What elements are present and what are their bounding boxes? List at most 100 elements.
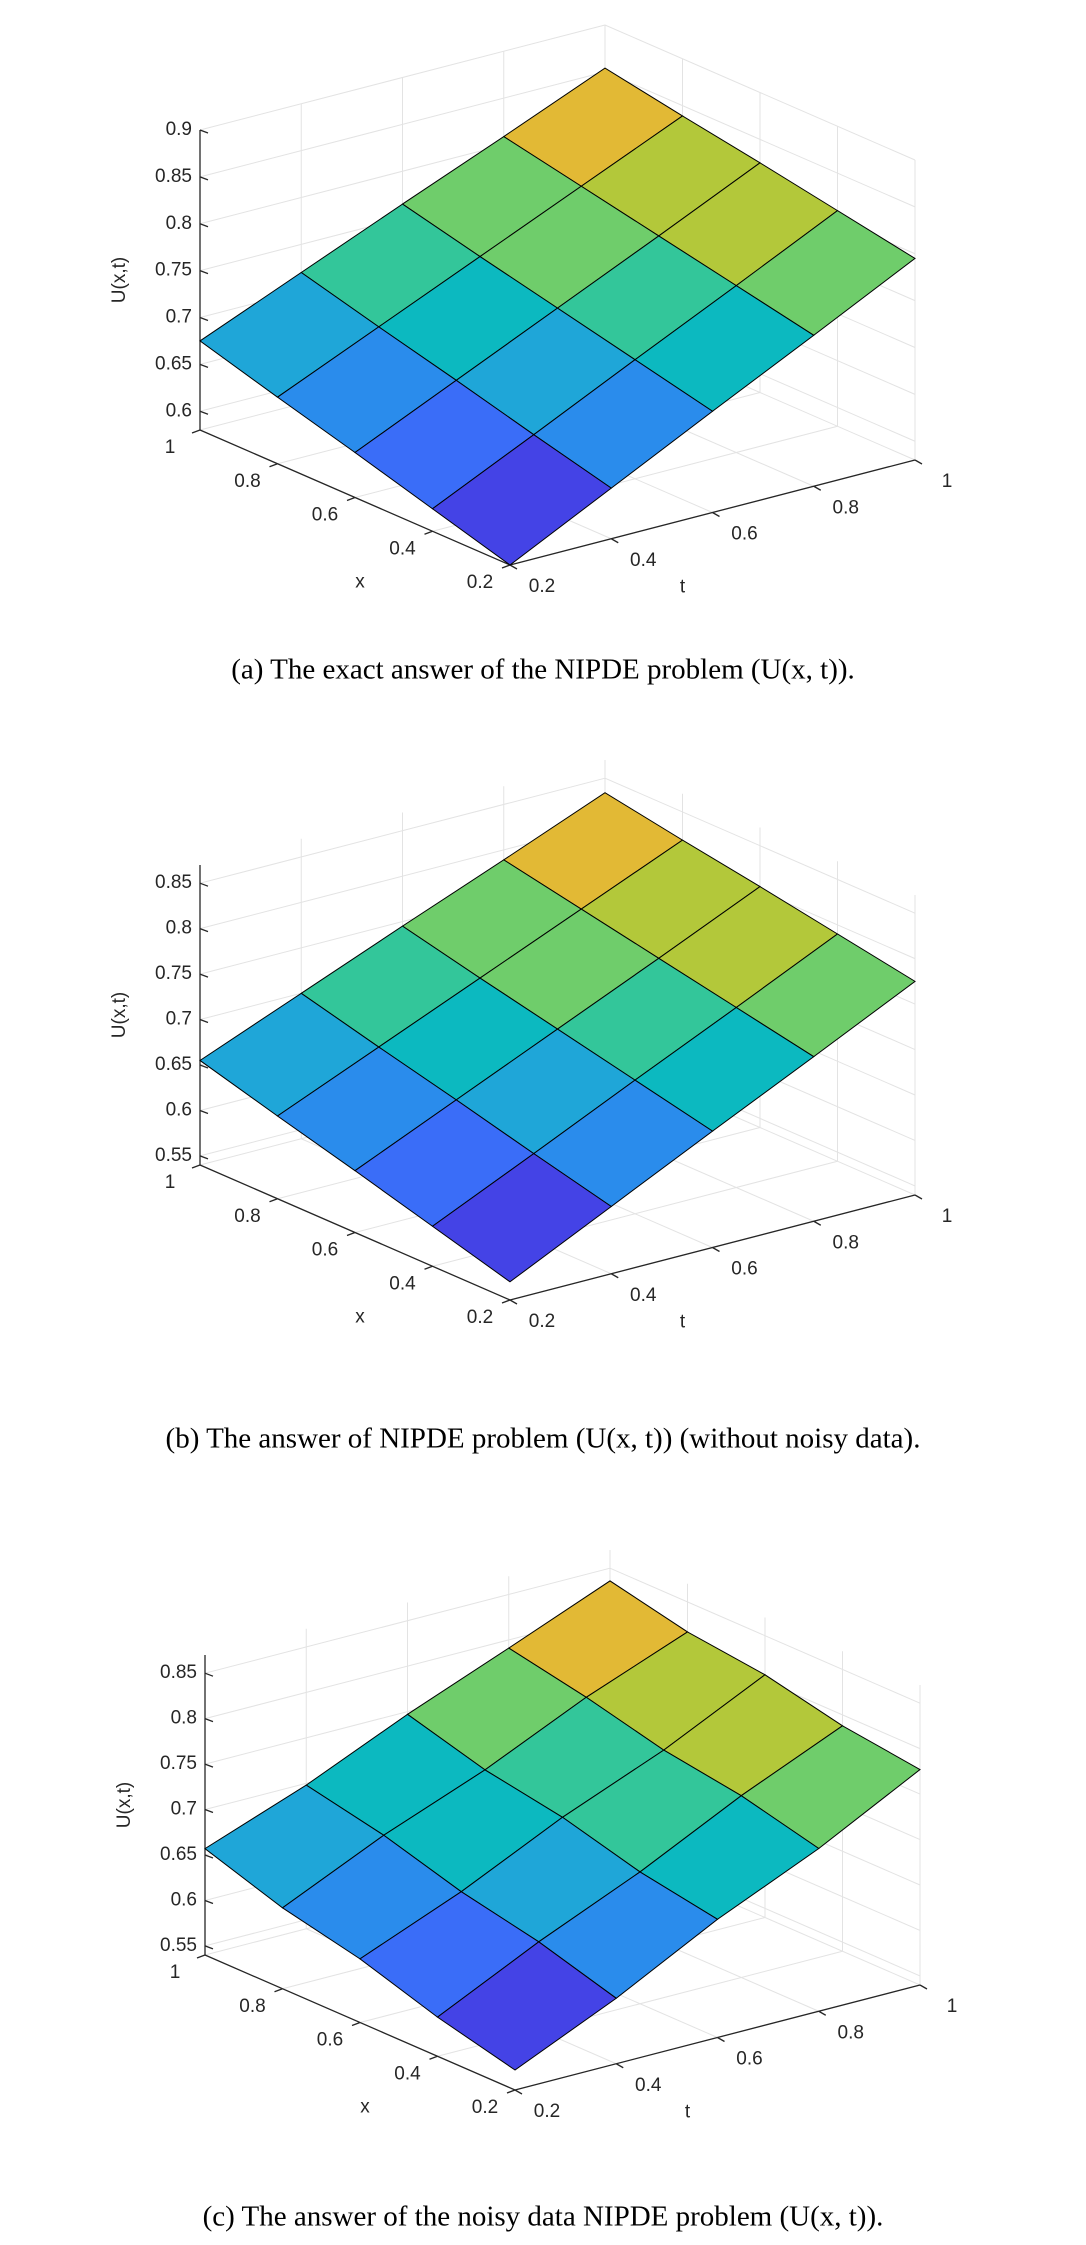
x-tick-label: 1 bbox=[170, 1962, 181, 1983]
y-tick-label: 0.6 bbox=[736, 2049, 762, 2070]
x-tick-label: 0.2 bbox=[467, 572, 493, 593]
grid-line bbox=[204, 1567, 611, 1674]
z-tick bbox=[204, 1945, 214, 1950]
z-tick bbox=[199, 129, 209, 134]
z-tick bbox=[204, 1718, 214, 1723]
z-tick bbox=[204, 1899, 214, 1905]
z-tick bbox=[204, 1763, 214, 1768]
x-tick-label: 0.2 bbox=[467, 1307, 493, 1328]
x-tick bbox=[424, 1265, 433, 1270]
z-tick bbox=[199, 316, 209, 322]
x-tick bbox=[269, 463, 278, 468]
grid-line bbox=[199, 71, 606, 178]
z-tick-label: 0.8 bbox=[171, 1708, 197, 1729]
x-tick bbox=[191, 1164, 201, 1169]
caption: (c) The answer of the noisy data NIPDE p… bbox=[203, 2201, 884, 2233]
y-tick-label: 0.4 bbox=[630, 550, 657, 571]
x-tick-label: 0.6 bbox=[312, 1240, 338, 1261]
x-tick bbox=[501, 564, 511, 569]
z-tick-label: 0.7 bbox=[171, 1799, 197, 1820]
z-tick-label: 0.8 bbox=[166, 918, 192, 939]
y-tick-label: 0.2 bbox=[529, 1311, 555, 1332]
x-tick bbox=[346, 1231, 356, 1237]
z-tick-label: 0.9 bbox=[166, 119, 192, 140]
z-tick bbox=[199, 363, 209, 368]
t-tick bbox=[717, 2036, 725, 2043]
y-tick-label: 0.8 bbox=[833, 497, 859, 518]
x-axis-label: x bbox=[355, 572, 365, 593]
z-tick-label: 0.75 bbox=[160, 1753, 197, 1774]
t-tick bbox=[514, 2089, 523, 2095]
z-tick bbox=[199, 1109, 209, 1115]
z-tick bbox=[204, 1854, 214, 1859]
x-tick-label: 0.2 bbox=[472, 2097, 498, 2118]
y-axis-label: t bbox=[685, 2102, 691, 2123]
t-tick bbox=[509, 564, 518, 570]
x-tick-label: 0.8 bbox=[234, 1206, 260, 1227]
z-tick-label: 0.55 bbox=[155, 1145, 192, 1166]
x-tick bbox=[274, 1988, 283, 1993]
x-tick-label: 0.6 bbox=[312, 505, 338, 526]
t-tick bbox=[610, 538, 619, 544]
y-tick-label: 0.6 bbox=[731, 1259, 757, 1280]
z-tick bbox=[199, 973, 209, 978]
t-tick bbox=[813, 1220, 822, 1226]
z-tick bbox=[199, 928, 209, 933]
x-tick-label: 0.8 bbox=[234, 471, 260, 492]
z-tick bbox=[204, 1672, 214, 1677]
grid-line bbox=[199, 777, 606, 884]
z-tick-label: 0.65 bbox=[155, 1054, 192, 1075]
x-tick bbox=[191, 429, 201, 434]
grid-line bbox=[199, 24, 606, 131]
y-tick-label: 0.4 bbox=[635, 2075, 662, 2096]
x-tick-label: 0.4 bbox=[394, 2063, 421, 2084]
y-tick-label: 1 bbox=[947, 1996, 958, 2017]
z-tick-label: 0.6 bbox=[166, 1099, 192, 1120]
x-tick-label: 0.4 bbox=[389, 538, 416, 559]
x-tick bbox=[501, 1299, 511, 1304]
z-tick-label: 0.85 bbox=[160, 1662, 197, 1683]
y-tick-label: 1 bbox=[942, 1206, 953, 1227]
y-tick-label: 0.4 bbox=[630, 1285, 657, 1306]
t-tick bbox=[712, 511, 720, 518]
x-axis-label: x bbox=[355, 1307, 365, 1328]
y-tick-label: 0.6 bbox=[731, 524, 757, 545]
y-tick-label: 1 bbox=[942, 471, 953, 492]
x-tick bbox=[424, 530, 433, 535]
y-tick-label: 0.2 bbox=[529, 576, 555, 597]
z-tick-label: 0.85 bbox=[155, 872, 192, 893]
t-tick bbox=[914, 1194, 923, 1200]
t-tick bbox=[509, 1299, 518, 1305]
z-tick-label: 0.65 bbox=[160, 1844, 197, 1865]
caption: (b) The answer of NIPDE problem (U(x, t)… bbox=[166, 1423, 921, 1455]
caption: (a) The exact answer of the NIPDE proble… bbox=[231, 654, 855, 686]
z-tick-label: 0.6 bbox=[166, 400, 192, 421]
surface-patch bbox=[431, 434, 613, 566]
x-axis-label: x bbox=[360, 2097, 370, 2118]
z-tick-label: 0.7 bbox=[166, 1009, 192, 1030]
z-tick bbox=[199, 1018, 209, 1024]
t-tick bbox=[813, 485, 822, 491]
x-tick-label: 1 bbox=[165, 1172, 176, 1193]
grid-line bbox=[604, 777, 916, 914]
t-tick bbox=[914, 459, 923, 465]
t-tick bbox=[712, 1246, 720, 1253]
z-tick bbox=[199, 1064, 209, 1069]
z-tick-label: 0.75 bbox=[155, 963, 192, 984]
t-tick bbox=[615, 2063, 624, 2069]
y-tick-label: 0.8 bbox=[833, 1232, 859, 1253]
y-axis-label: t bbox=[680, 1312, 686, 1333]
x-tick-label: 1 bbox=[165, 437, 176, 458]
z-tick-label: 0.8 bbox=[166, 213, 192, 234]
grid-line bbox=[604, 71, 916, 208]
z-tick bbox=[199, 223, 209, 228]
z-tick-label: 0.65 bbox=[155, 353, 192, 374]
y-tick-label: 0.2 bbox=[534, 2101, 560, 2122]
surface-patch bbox=[431, 1153, 613, 1283]
z-axis-label: U(x,t) bbox=[109, 992, 130, 1038]
z-tick-label: 0.7 bbox=[166, 307, 192, 328]
x-tick bbox=[269, 1198, 278, 1203]
x-tick bbox=[346, 496, 356, 502]
surface-patch bbox=[436, 1941, 618, 2071]
z-tick bbox=[199, 1155, 209, 1160]
